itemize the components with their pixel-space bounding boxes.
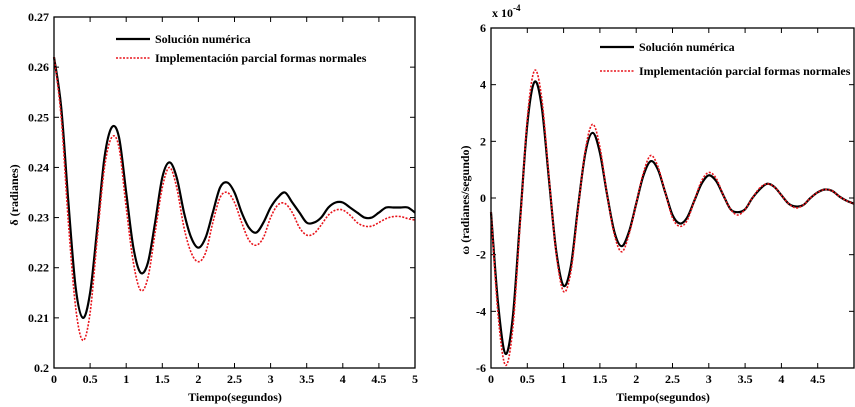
omega-series [489,69,855,367]
y-tick-label: 0.25 [28,110,49,124]
omega-xlabel: Tiempo(segundos) [616,390,710,404]
y-tick-label: 0.27 [28,10,49,24]
x-tick-label: 3 [706,372,712,386]
x-tick-label: 0.5 [520,372,535,386]
y-tick-label: -4 [476,304,486,318]
x-tick-label: 4 [778,372,784,386]
delta-plot-frame [53,16,416,369]
y-tick-label: 0.2 [34,361,49,375]
legend-label-partial: Implementación parcial formas normales [639,64,851,78]
legend-label-numeric: Solución numérica [155,32,251,46]
series-line-numeric [52,56,416,319]
omega-chart: ω (radianes/segundo) Tiempo(segundos) x … [458,3,855,404]
omega-legend: Solución numérica Implementación parcial… [600,40,851,78]
y-tick-label: 0.22 [28,261,49,275]
delta-legend: Solución numérica Implementación parcial… [116,32,367,65]
x-tick-label: 3 [268,372,274,386]
x-tick-label: 2.5 [665,372,680,386]
omega-exponent-power: -4 [513,3,521,13]
y-tick-label: -2 [476,248,486,262]
omega-ylabel: ω (radianes/segundo) [458,145,472,254]
delta-chart: δ (radianes) Tiempo(segundos) Solución n… [7,10,418,404]
x-tick-label: 0 [488,372,494,386]
legend-label-numeric: Solución numérica [639,40,735,54]
x-tick-label: 1.5 [592,372,607,386]
x-tick-label: 3.5 [738,372,753,386]
series-line-partial [490,69,855,367]
x-tick-label: 1 [561,372,567,386]
x-tick-label: 3.5 [299,372,314,386]
omega-exponent-base: x 10 [492,6,513,20]
x-tick-label: 4.5 [371,372,386,386]
delta-ticks: 0 0.5 1 1.5 2 2.5 3 3.5 4 4.5 5 0.2 0.21 0.22 0.23 0.24… [28,10,418,386]
x-tick-label: 0 [51,372,57,386]
y-tick-label: 6 [480,21,486,35]
x-tick-label: 4.5 [810,372,825,386]
delta-xlabel: Tiempo(segundos) [188,390,282,404]
y-tick-label: 0 [480,191,486,205]
series-line-partial [53,57,416,342]
delta-series [52,56,416,342]
y-tick-label: 0.26 [28,60,49,74]
y-tick-label: 2 [480,134,486,148]
y-tick-label: 4 [480,78,486,92]
x-tick-label: 2 [195,372,201,386]
x-tick-label: 4 [340,372,346,386]
delta-ylabel: δ (radianes) [7,164,21,225]
y-tick-label: 0.23 [28,211,49,225]
legend-label-partial: Implementación parcial formas normales [155,51,367,65]
x-tick-label: 5 [412,372,418,386]
y-tick-label: -6 [476,361,486,375]
x-tick-label: 2.5 [227,372,242,386]
y-tick-label: 0.24 [28,160,49,174]
x-tick-label: 1.5 [155,372,170,386]
x-tick-label: 1 [123,372,129,386]
x-tick-label: 0.5 [83,372,98,386]
omega-plot-frame [490,27,855,369]
omega-exponent: x 10-4 [492,3,521,20]
y-tick-label: 0.21 [28,311,49,325]
x-tick-label: 2 [633,372,639,386]
omega-ticks: 0 0.5 1 1.5 2 2.5 3 3.5 4 4.5 -6 -4 -2 0 2 4 6 [476,21,854,386]
